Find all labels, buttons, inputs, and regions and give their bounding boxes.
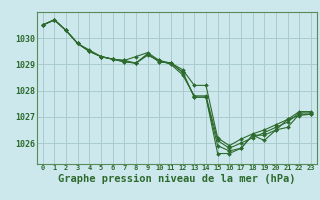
X-axis label: Graphe pression niveau de la mer (hPa): Graphe pression niveau de la mer (hPa) <box>58 174 296 184</box>
